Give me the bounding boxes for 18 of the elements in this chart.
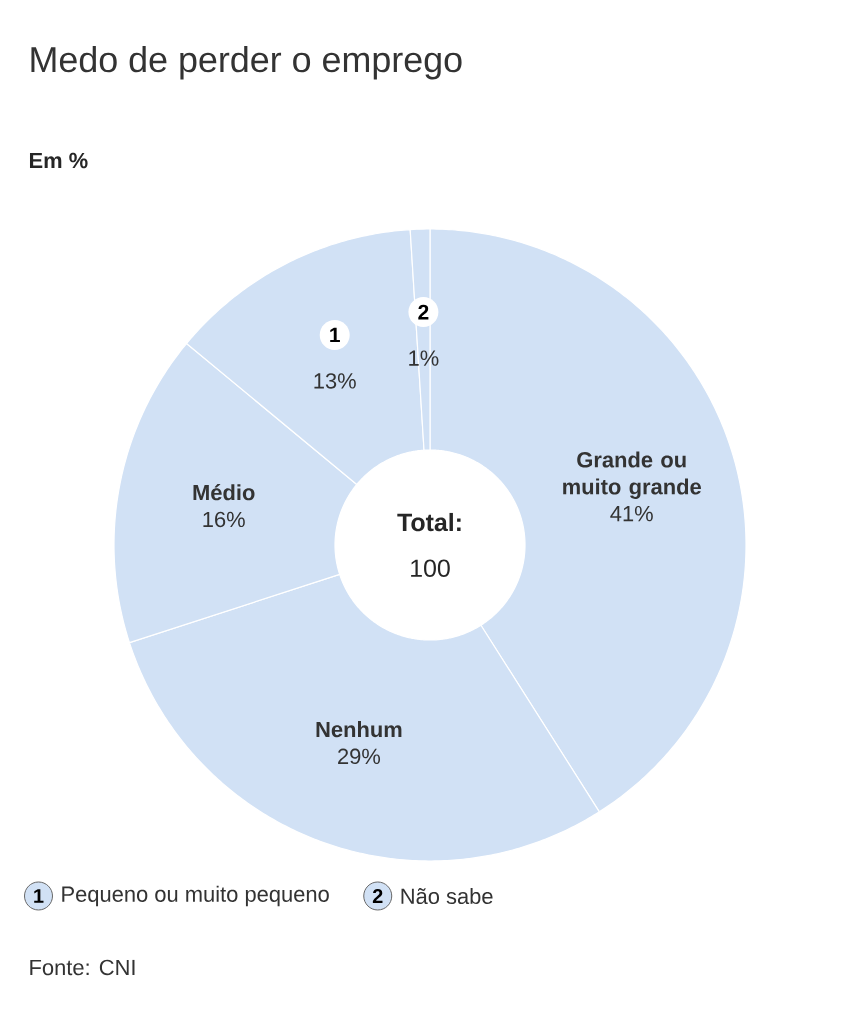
data-label: 13% bbox=[314, 373, 356, 389]
text: Total: 100 bbox=[397, 512, 461, 578]
chart-subtitle: Em % bbox=[29, 152, 88, 169]
data-label: 41% bbox=[610, 505, 653, 522]
data-label: 29% bbox=[338, 748, 381, 765]
chart-title: Medo de perder o emprego bbox=[31, 46, 462, 80]
data-label: 1% bbox=[409, 350, 439, 366]
source-note: Fonte: CNI bbox=[30, 959, 135, 976]
legend-label: Pequeno ou muito pequeno bbox=[62, 885, 329, 907]
slice-label: Nenhum bbox=[316, 721, 402, 738]
text: 1 bbox=[34, 889, 44, 903]
legend-label: Não sabe bbox=[401, 887, 493, 905]
text: 2 bbox=[418, 304, 429, 320]
slice-label: Médio bbox=[193, 484, 255, 501]
slice-label: Grande ou muito grande bbox=[563, 451, 701, 499]
data-label: 16% bbox=[203, 511, 245, 528]
text: 1 bbox=[330, 327, 340, 343]
text: 2 bbox=[372, 889, 383, 903]
